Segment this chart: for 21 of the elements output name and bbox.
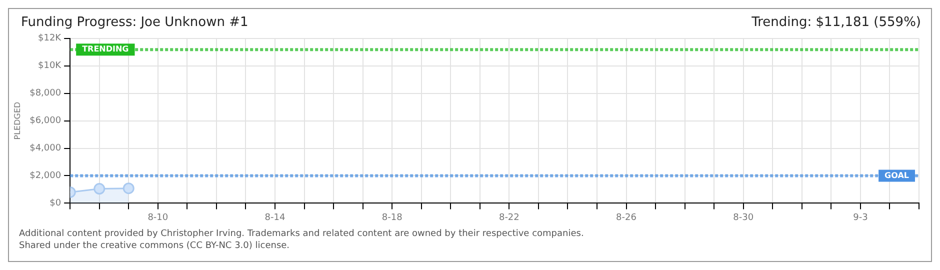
y-tick-label: $0 — [50, 198, 62, 209]
x-tick-label: 8-30 — [733, 212, 754, 223]
y-tick-label: $4,000 — [30, 144, 62, 154]
y-tick-label: $6,000 — [30, 116, 62, 126]
x-tick-label: 9-3 — [853, 212, 868, 223]
y-tick-label: $12K — [38, 34, 62, 44]
x-tick-label: 8-26 — [616, 212, 637, 223]
y-tick-label: $8,000 — [30, 88, 62, 99]
y-axis-title: PLEDGED — [12, 102, 22, 140]
chart-title: Funding Progress: Joe Unknown #1 — [21, 15, 248, 30]
x-tick-label: 8-22 — [498, 212, 520, 223]
x-tick-label: 8-18 — [382, 212, 403, 223]
text: Additional content provided by Christopher Irving. Trademarks and related content are owned by their respective companies. — [19, 228, 585, 240]
chart-subtitle: Trending: $11,181 (559%) — [752, 15, 921, 30]
ref-line-label: GOAL — [884, 170, 910, 180]
text: Shared under the creative commons (CC BY-NC 3.0) license. — [19, 240, 291, 252]
x-tick-label: 8-10 — [148, 212, 168, 223]
ref-line-label: TRENDING — [82, 44, 129, 54]
y-tick-label: $2,000 — [30, 171, 62, 182]
x-tick-label: 8-14 — [264, 212, 286, 223]
y-tick-label: $10K — [38, 61, 62, 72]
